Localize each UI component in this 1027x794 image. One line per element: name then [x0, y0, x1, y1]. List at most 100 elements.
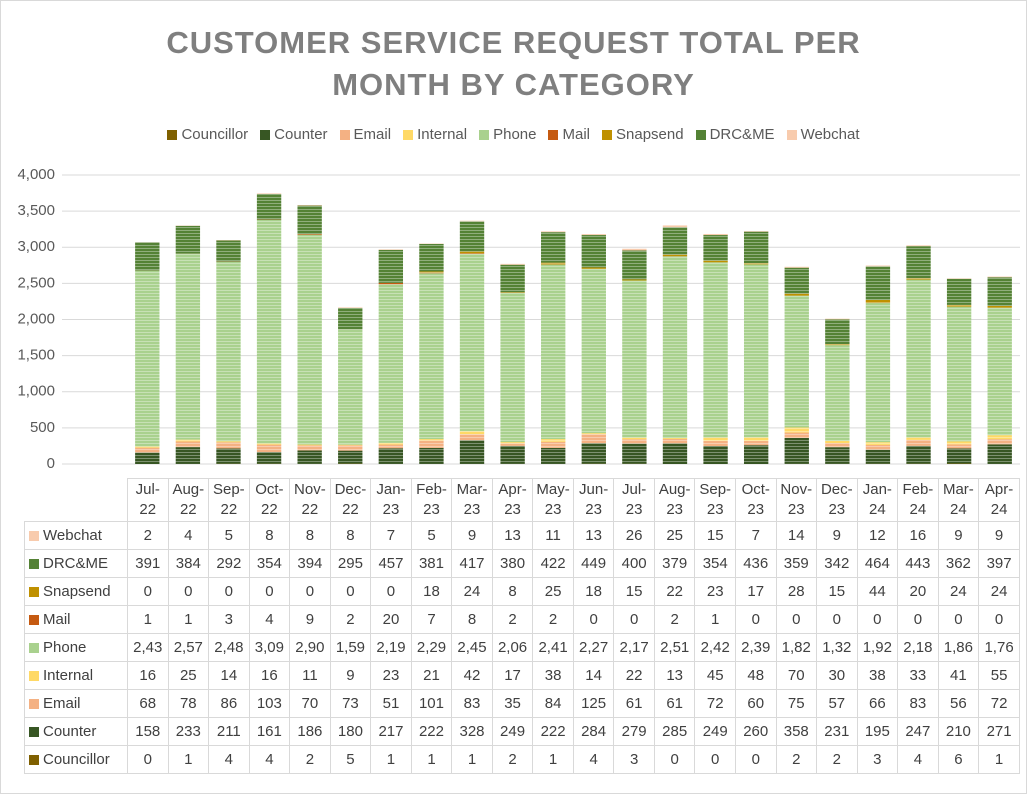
table-cell: 0 — [329, 577, 372, 606]
bar-segment — [906, 437, 931, 440]
legend-swatch — [479, 130, 490, 141]
bar-segment — [865, 442, 891, 445]
table-cell: 125 — [572, 689, 615, 718]
bar-segment — [906, 439, 931, 446]
table-cell: 0 — [167, 577, 210, 606]
category-label: Jan-23 — [370, 478, 412, 522]
bar-segment — [297, 205, 322, 235]
bar-segment — [743, 231, 769, 264]
table-cell: 25 — [653, 521, 696, 550]
bar-segment — [581, 433, 606, 435]
table-cell: 292 — [208, 549, 250, 578]
bar-segment — [459, 440, 485, 464]
bar-segment — [703, 446, 728, 464]
row-label: Mail — [24, 605, 128, 634]
legend-swatch — [260, 130, 271, 141]
table-cell: 394 — [289, 549, 331, 578]
table-cell: 0 — [978, 605, 1020, 634]
table-cell: 3 — [208, 605, 250, 634]
table-cell: 0 — [653, 745, 696, 774]
table-cell: 14 — [208, 661, 250, 690]
table-cell: 1,59 — [329, 633, 372, 662]
category-label: Jan-24 — [856, 478, 899, 522]
table-cell: 2,51 — [653, 633, 696, 662]
table-cell: 33 — [897, 661, 939, 690]
bar-segment — [216, 240, 241, 262]
bar-segment — [216, 441, 241, 443]
table-cell: 2 — [289, 745, 331, 774]
row-swatch — [29, 727, 39, 738]
table-cell: 2,27 — [572, 633, 615, 662]
bar-segment — [703, 437, 728, 441]
bar-segment — [297, 234, 322, 445]
table-cell: 0 — [734, 605, 777, 634]
bar-segment — [784, 432, 809, 438]
table-cell: 83 — [897, 689, 939, 718]
bar-segment — [946, 441, 972, 445]
bar-segment — [419, 439, 444, 441]
row-label: Webchat — [24, 521, 128, 550]
bar-segment — [581, 434, 606, 444]
legend-item: DRC&ME — [695, 126, 775, 143]
bar-segment — [662, 439, 688, 444]
bar-segment — [541, 264, 566, 440]
bar-segment — [378, 442, 404, 445]
table-cell: 18 — [410, 577, 453, 606]
table-cell: 354 — [248, 549, 291, 578]
y-tick-label: 1,500 — [17, 347, 55, 364]
bar-segment — [541, 441, 566, 448]
bar-segment — [987, 444, 1012, 464]
row-label: Internal — [24, 661, 128, 690]
legend-label: Councillor — [181, 126, 249, 143]
bar-segment — [662, 227, 688, 255]
table-cell: 56 — [937, 689, 980, 718]
category-label: Sep-22 — [208, 478, 250, 522]
row-label: Councillor — [24, 745, 128, 774]
table-cell: 101 — [410, 689, 453, 718]
table-cell: 9 — [451, 521, 493, 550]
bar-segment — [825, 440, 850, 444]
category-label: Mar-23 — [451, 478, 493, 522]
table-row: Internal 16 25 14 16 11 9 23 21 42 17 38 14 22 13 45 48 7… — [24, 661, 1020, 690]
bar-segment — [987, 435, 1012, 440]
bar-segment — [662, 438, 688, 440]
table-cell: 422 — [532, 549, 574, 578]
legend-item: Internal — [403, 126, 467, 143]
bar-segment — [622, 250, 647, 280]
bar-segment — [459, 253, 485, 254]
bar-segment — [541, 262, 566, 265]
bar-segment — [175, 439, 201, 442]
row-swatch — [29, 531, 39, 542]
category-label: Dec-23 — [816, 478, 858, 522]
bar-segment — [541, 447, 566, 464]
bar-segment — [135, 446, 160, 448]
table-cell: 72 — [694, 689, 736, 718]
table-cell: 38 — [856, 661, 899, 690]
table-cell: 57 — [816, 689, 858, 718]
table-cell: 233 — [167, 717, 210, 746]
row-swatch — [29, 671, 39, 682]
bar-segment — [256, 193, 282, 195]
table-cell: 3 — [856, 745, 899, 774]
table-cell: 464 — [856, 549, 899, 578]
table-cell: 0 — [572, 605, 615, 634]
category-label: Jul-22 — [127, 478, 169, 522]
bar-segment — [419, 271, 444, 273]
bar-segment — [825, 344, 850, 346]
legend-swatch — [167, 130, 178, 141]
table-cell: 13 — [491, 521, 534, 550]
bar-segment — [784, 266, 809, 268]
table-cell: 9 — [978, 521, 1020, 550]
bar-segment — [541, 231, 566, 233]
bar-segment — [906, 445, 931, 464]
legend-label: Internal — [417, 126, 468, 143]
bar-segment — [256, 443, 282, 445]
bar-segment — [743, 445, 769, 464]
corner-cell — [24, 478, 128, 522]
table-cell: 231 — [816, 717, 858, 746]
table-cell: 18 — [572, 577, 615, 606]
table-cell: 436 — [734, 549, 777, 578]
bar-segment — [175, 253, 201, 440]
table-row: Snapsend 0 0 0 0 0 0 0 18 24 8 25 18 15 22 23 17 28 15 44 20… — [24, 577, 1020, 606]
bar-segment — [946, 278, 972, 305]
